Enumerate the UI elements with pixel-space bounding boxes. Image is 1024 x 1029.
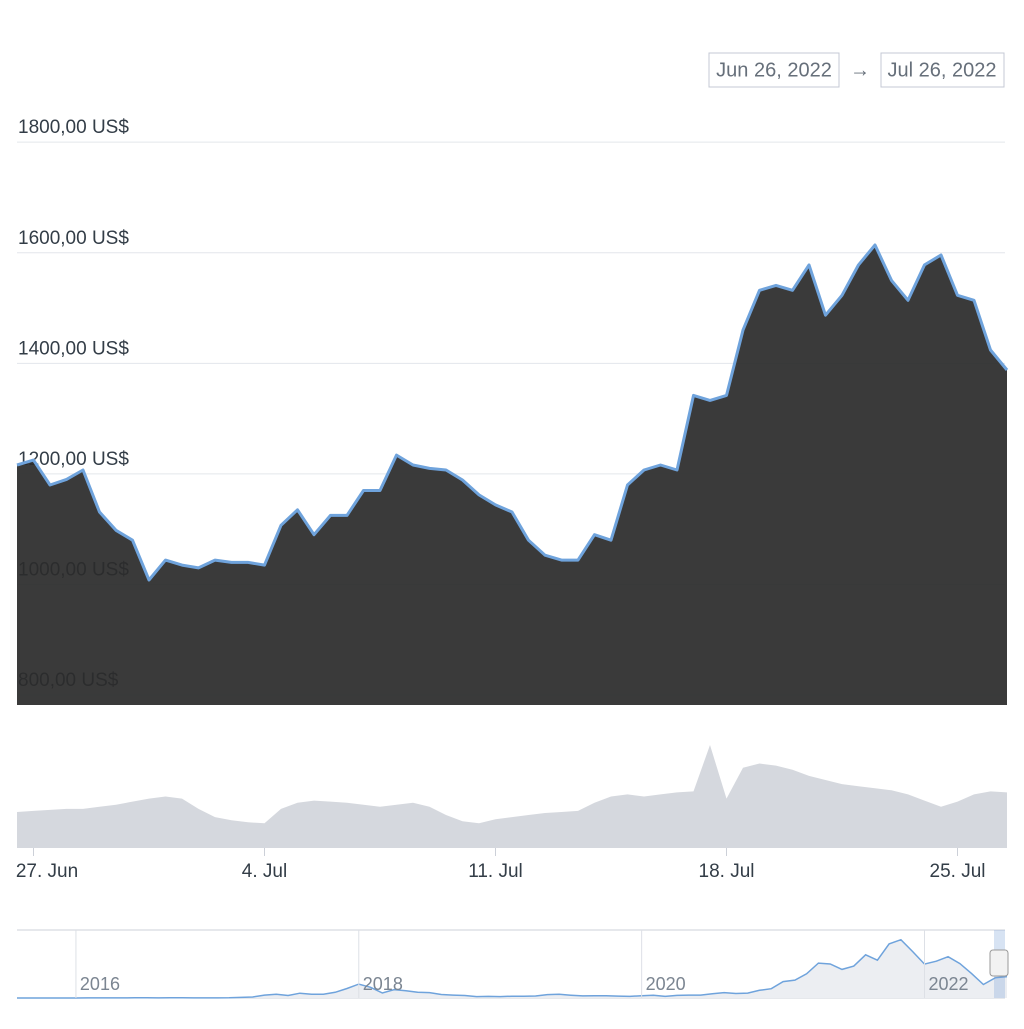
range-from[interactable]: Jun 26, 2022: [716, 59, 832, 81]
y-tick-label: 1800,00 US$: [18, 117, 129, 138]
y-tick-label: 1200,00 US$: [18, 449, 129, 470]
x-tick-label: 11. Jul: [468, 861, 523, 882]
area: [17, 245, 1007, 705]
navigator-line: [17, 938, 1008, 999]
y-tick-label: 1600,00 US$: [18, 228, 129, 249]
x-tick-label: 27. Jun: [16, 861, 78, 882]
x-tick-label: 4. Jul: [242, 861, 287, 882]
price-line: [16, 243, 1009, 582]
range-to[interactable]: Jul 26, 2022: [888, 59, 997, 81]
range-to-box[interactable]: [880, 52, 1005, 88]
navigator-label: 2022: [929, 974, 969, 994]
navigator-label: 2018: [363, 974, 403, 994]
navigator-area: [17, 939, 1007, 998]
x-tick-label: 25. Jul: [930, 861, 986, 882]
x-tick-label: 18. Jul: [699, 861, 755, 882]
navigator-label: 2020: [646, 974, 686, 994]
range-from-box[interactable]: [708, 52, 840, 88]
y-tick-label: 1400,00 US$: [18, 338, 129, 359]
range-separator: →: [850, 59, 870, 81]
area: [17, 745, 1007, 848]
navigator-handle[interactable]: [989, 949, 1009, 977]
navigator-label: 2016: [80, 974, 120, 994]
